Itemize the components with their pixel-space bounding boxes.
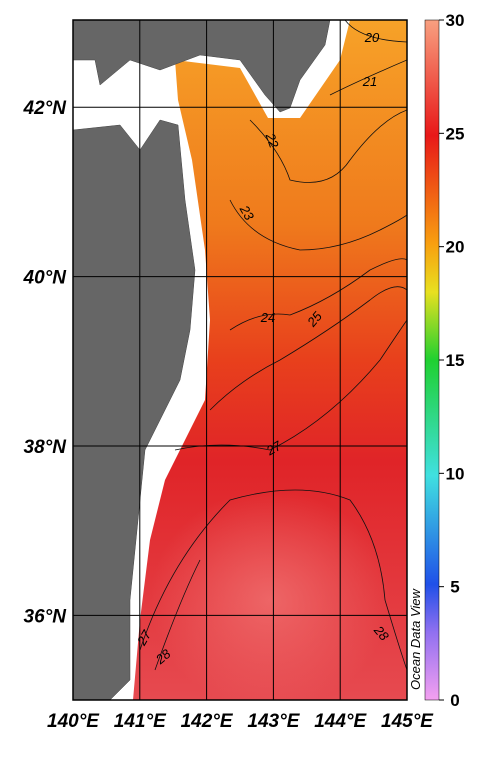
lon-label: 141°E [114,711,167,732]
colorbar [424,19,440,701]
colorbar-label: 25 [446,124,465,143]
colorbar-label: 15 [446,351,465,370]
colorbar-label: 30 [446,11,465,30]
colorbar-label: 10 [446,464,465,483]
colorbar-label: 0 [450,691,459,710]
contour-label: 22 [262,130,282,150]
contour-label: 24 [260,310,275,325]
lon-label: 142°E [181,711,234,732]
contours [139,20,407,671]
watermark: Ocean Data View [408,587,423,690]
lat-label: 38°N [24,437,68,458]
lat-label: 40°N [23,268,68,289]
lon-label: 144°E [314,711,367,732]
contour-label: 20 [364,30,380,45]
lon-label: 140°E [47,711,100,732]
graticule [73,20,407,700]
warm-patch [150,490,390,700]
map-area [73,20,407,700]
lat-label: 36°N [24,606,68,627]
colorbar-label: 20 [446,238,465,257]
contour-label: 27 [263,438,285,459]
land [73,119,196,700]
contour-label: 21 [362,74,377,89]
contour-label: 27 [133,627,154,649]
contour-label: 23 [236,202,257,224]
map-frame [72,19,408,701]
lat-label: 42°N [23,98,68,119]
lon-label: 145°E [381,711,434,732]
lon-label: 143°E [247,711,300,732]
colorbar-label: 5 [450,578,459,597]
land [73,20,331,113]
